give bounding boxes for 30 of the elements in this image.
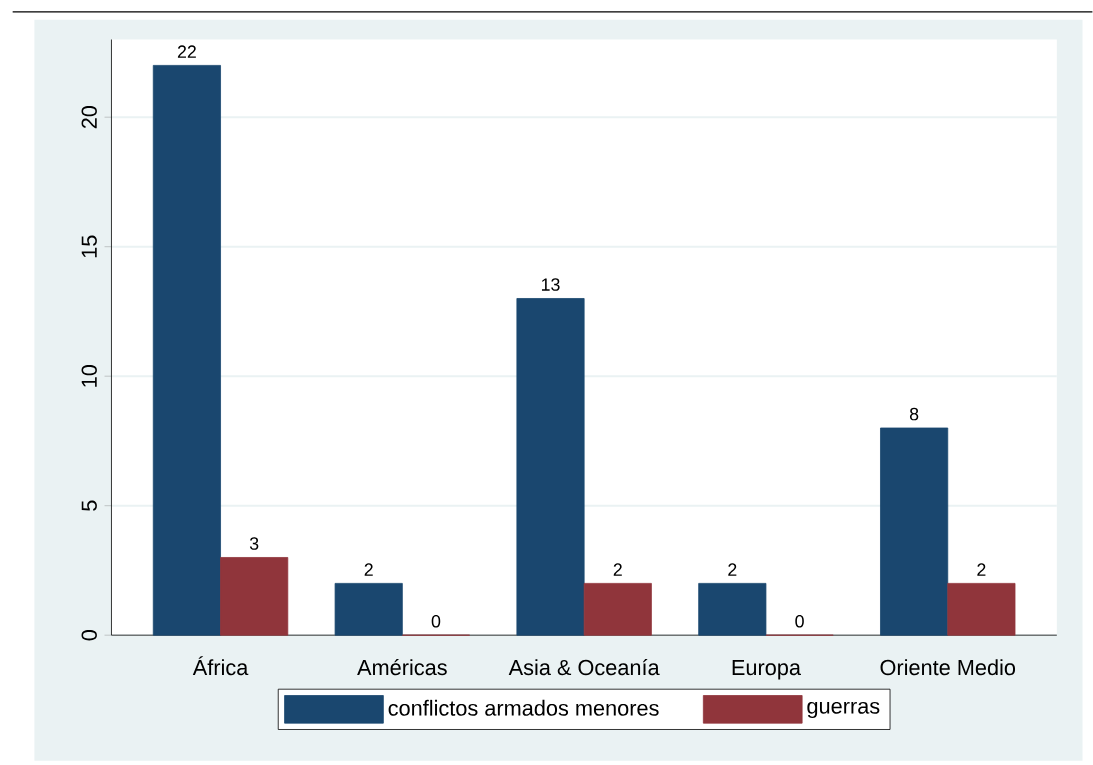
legend-label: conflictos armados menores bbox=[388, 700, 659, 716]
bar bbox=[152, 65, 221, 636]
data-label: 2 bbox=[364, 563, 373, 576]
bar bbox=[880, 427, 949, 636]
data-label: 22 bbox=[177, 45, 196, 58]
bar bbox=[583, 583, 652, 636]
bar bbox=[334, 583, 403, 636]
y-tick-label: 5 bbox=[81, 500, 97, 512]
y-tick-label: 10 bbox=[81, 365, 97, 387]
y-tick-label: 15 bbox=[81, 235, 97, 258]
x-tick-label: Oriente Medio bbox=[880, 659, 1016, 676]
x-tick-label: Asia & Oceanía bbox=[508, 659, 660, 676]
data-label: 8 bbox=[909, 407, 919, 421]
data-label: 13 bbox=[541, 278, 560, 292]
x-tick-label: Américas bbox=[357, 659, 447, 676]
legend-label: guerras bbox=[807, 702, 880, 719]
bar bbox=[516, 298, 585, 636]
x-tick-label: Europa bbox=[732, 660, 801, 680]
bar bbox=[947, 583, 1016, 636]
bar bbox=[698, 583, 767, 636]
bar bbox=[220, 557, 289, 636]
data-label: 0 bbox=[431, 615, 441, 628]
data-label: 2 bbox=[728, 563, 737, 576]
data-label: 2 bbox=[977, 563, 986, 576]
data-label: 3 bbox=[249, 537, 259, 551]
x-tick-label: África bbox=[192, 656, 249, 676]
data-label: 2 bbox=[613, 563, 622, 576]
y-tick-label: 0 bbox=[81, 630, 97, 641]
data-label: 0 bbox=[795, 615, 804, 628]
y-tick-label: 20 bbox=[81, 106, 97, 129]
